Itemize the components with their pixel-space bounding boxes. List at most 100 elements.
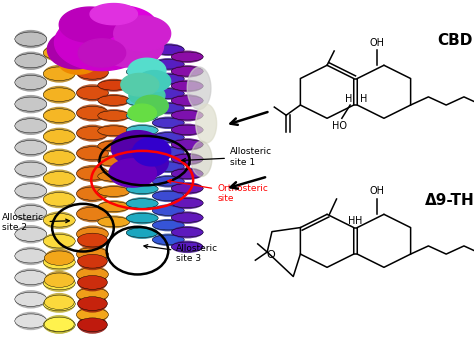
Polygon shape — [121, 146, 168, 178]
Ellipse shape — [126, 111, 158, 120]
Ellipse shape — [171, 125, 203, 134]
Ellipse shape — [43, 46, 75, 60]
Ellipse shape — [152, 87, 184, 100]
Polygon shape — [47, 30, 104, 69]
Polygon shape — [121, 73, 159, 96]
Ellipse shape — [98, 141, 130, 151]
Polygon shape — [114, 16, 171, 51]
Polygon shape — [135, 95, 168, 116]
Ellipse shape — [43, 190, 75, 208]
Polygon shape — [59, 18, 102, 46]
Text: Allosteric
site 1: Allosteric site 1 — [182, 148, 272, 167]
Ellipse shape — [44, 273, 74, 287]
Ellipse shape — [171, 153, 203, 165]
Ellipse shape — [171, 169, 203, 179]
Polygon shape — [59, 7, 121, 42]
Ellipse shape — [78, 252, 107, 270]
Ellipse shape — [152, 102, 184, 114]
Ellipse shape — [152, 220, 184, 230]
Ellipse shape — [126, 38, 158, 47]
Ellipse shape — [171, 168, 203, 180]
Ellipse shape — [43, 88, 75, 101]
Ellipse shape — [44, 293, 74, 312]
Ellipse shape — [171, 226, 203, 238]
Ellipse shape — [152, 103, 184, 113]
Ellipse shape — [152, 118, 184, 127]
Ellipse shape — [76, 84, 109, 101]
Ellipse shape — [171, 242, 203, 252]
Ellipse shape — [98, 109, 130, 122]
Ellipse shape — [76, 306, 109, 323]
Ellipse shape — [152, 162, 184, 172]
Ellipse shape — [76, 288, 109, 301]
Ellipse shape — [126, 96, 158, 106]
Ellipse shape — [126, 184, 158, 193]
Ellipse shape — [98, 156, 130, 166]
Ellipse shape — [44, 249, 74, 268]
Text: H: H — [360, 94, 367, 104]
Ellipse shape — [171, 80, 203, 92]
Ellipse shape — [152, 190, 184, 202]
Polygon shape — [59, 53, 97, 74]
Ellipse shape — [15, 52, 47, 70]
Ellipse shape — [76, 185, 109, 202]
Ellipse shape — [78, 294, 107, 313]
Ellipse shape — [171, 197, 203, 209]
Ellipse shape — [43, 67, 75, 80]
Ellipse shape — [98, 202, 130, 211]
Polygon shape — [111, 131, 164, 166]
Ellipse shape — [171, 124, 203, 136]
Ellipse shape — [78, 273, 107, 291]
Ellipse shape — [43, 86, 75, 103]
Ellipse shape — [15, 249, 47, 263]
Ellipse shape — [126, 154, 158, 166]
Ellipse shape — [126, 183, 158, 195]
Ellipse shape — [171, 198, 203, 208]
Text: H: H — [345, 94, 353, 104]
Ellipse shape — [15, 225, 47, 244]
Ellipse shape — [43, 255, 75, 269]
Ellipse shape — [98, 126, 130, 136]
Polygon shape — [191, 141, 212, 176]
Polygon shape — [129, 85, 165, 106]
Ellipse shape — [76, 308, 109, 321]
Text: Δ9-THC: Δ9-THC — [425, 192, 474, 208]
Ellipse shape — [44, 271, 74, 289]
Ellipse shape — [171, 241, 203, 253]
Ellipse shape — [78, 233, 107, 247]
Ellipse shape — [78, 231, 107, 249]
Ellipse shape — [76, 207, 109, 220]
Ellipse shape — [15, 227, 47, 241]
Ellipse shape — [76, 247, 109, 261]
Ellipse shape — [78, 316, 107, 334]
Ellipse shape — [152, 234, 184, 246]
Ellipse shape — [126, 126, 158, 135]
Polygon shape — [128, 104, 156, 122]
Ellipse shape — [171, 50, 203, 63]
Ellipse shape — [126, 109, 158, 122]
Polygon shape — [187, 67, 211, 109]
Ellipse shape — [152, 58, 184, 71]
Ellipse shape — [76, 147, 109, 160]
Ellipse shape — [15, 268, 47, 287]
Ellipse shape — [152, 45, 184, 54]
Ellipse shape — [126, 169, 158, 179]
Ellipse shape — [76, 286, 109, 303]
Ellipse shape — [76, 165, 109, 182]
Text: HO: HO — [332, 121, 347, 131]
Ellipse shape — [15, 54, 47, 68]
Ellipse shape — [152, 74, 184, 84]
Ellipse shape — [98, 124, 130, 137]
Polygon shape — [76, 5, 156, 44]
Ellipse shape — [15, 138, 47, 157]
Ellipse shape — [43, 232, 75, 250]
Ellipse shape — [76, 167, 109, 180]
Polygon shape — [55, 14, 149, 71]
Ellipse shape — [43, 109, 75, 122]
Ellipse shape — [152, 204, 184, 217]
Ellipse shape — [15, 32, 47, 46]
Ellipse shape — [152, 89, 184, 98]
Polygon shape — [133, 138, 171, 166]
Ellipse shape — [44, 251, 74, 265]
Ellipse shape — [43, 44, 75, 62]
